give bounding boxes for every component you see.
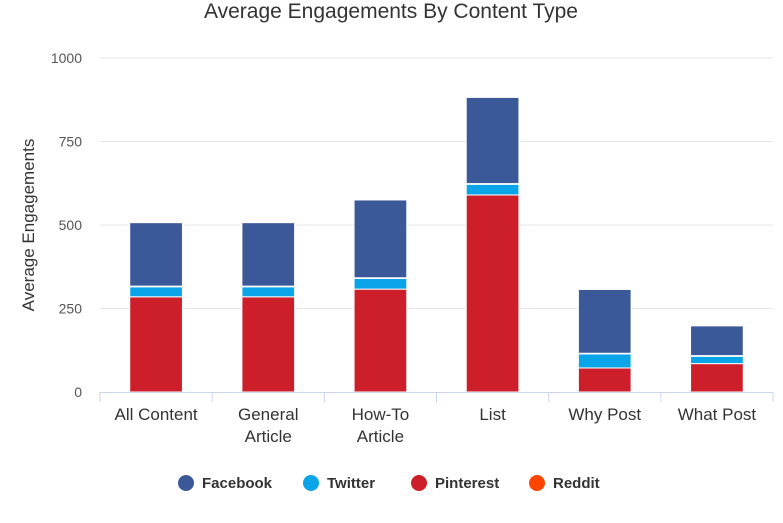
legend-item-twitter[interactable]: Twitter bbox=[303, 475, 375, 492]
bar-segment-facebook bbox=[465, 96, 520, 185]
bar-segment-twitter bbox=[465, 183, 520, 196]
x-tick-label-line: General bbox=[238, 405, 298, 424]
bar-segment-facebook bbox=[129, 222, 183, 287]
bar-segment-facebook bbox=[577, 288, 632, 354]
bar-segment-pinterest bbox=[241, 296, 296, 393]
bar-segment-twitter bbox=[577, 353, 632, 369]
legend-item-pinterest[interactable]: Pinterest bbox=[411, 475, 499, 492]
y-axis-label: Average Engagements bbox=[19, 139, 38, 312]
x-tick-label-line: Article bbox=[245, 427, 292, 446]
bars bbox=[129, 96, 744, 393]
x-tick-label-line: Article bbox=[357, 427, 404, 446]
legend-item-reddit[interactable]: Reddit bbox=[529, 475, 600, 492]
x-tick-label: What Post bbox=[678, 405, 757, 424]
x-tick-label: How-To Article bbox=[352, 405, 410, 446]
legend-marker bbox=[411, 475, 427, 491]
x-axis-ticks: All Content General Article How-To Article Li… bbox=[99, 392, 774, 446]
x-tick-label: List bbox=[479, 405, 506, 424]
bar-segment-facebook bbox=[353, 199, 408, 279]
bar-segment-pinterest bbox=[690, 363, 744, 393]
legend-label: Twitter bbox=[327, 475, 375, 492]
y-tick-label: 250 bbox=[59, 301, 83, 317]
x-tick-label: Why Post bbox=[568, 405, 641, 424]
bar-segment-pinterest bbox=[353, 288, 408, 393]
legend-label: Facebook bbox=[202, 475, 273, 492]
x-tick-label: All Content bbox=[114, 405, 197, 424]
x-tick-label-line: All Content bbox=[114, 405, 197, 424]
bar-segment-facebook bbox=[241, 222, 296, 287]
x-tick-label: General Article bbox=[238, 405, 298, 446]
bar-segment-pinterest bbox=[577, 367, 632, 393]
x-tick-label-line: List bbox=[479, 405, 506, 424]
bar-segment-pinterest bbox=[465, 194, 520, 393]
bar-segment-twitter bbox=[353, 277, 408, 290]
chart-title: Average Engagements By Content Type bbox=[204, 0, 578, 23]
x-tick-label-line: Why Post bbox=[568, 405, 641, 424]
y-tick-label: 500 bbox=[59, 217, 83, 233]
x-tick-label-line: What Post bbox=[678, 405, 757, 424]
bar-segment-twitter bbox=[129, 286, 183, 298]
legend-label: Pinterest bbox=[435, 475, 499, 492]
y-tick-label: 1000 bbox=[51, 50, 82, 66]
legend-marker bbox=[178, 475, 194, 491]
y-axis-ticks: 0 250 500 750 1000 bbox=[51, 50, 82, 400]
bar-segment-twitter bbox=[241, 286, 296, 298]
y-tick-label: 0 bbox=[74, 384, 82, 400]
y-tick-label: 750 bbox=[59, 134, 83, 150]
legend-marker bbox=[303, 475, 319, 491]
legend-label: Reddit bbox=[553, 475, 600, 492]
bar-segment-facebook bbox=[690, 325, 744, 357]
legend-item-facebook[interactable]: Facebook bbox=[178, 475, 273, 492]
gridlines bbox=[100, 57, 773, 309]
legend-marker bbox=[529, 475, 545, 491]
x-tick-label-line: How-To bbox=[352, 405, 410, 424]
bar-segment-pinterest bbox=[129, 296, 183, 393]
bar-segment-twitter bbox=[690, 355, 744, 365]
legend: Facebook Twitter Pinterest Reddit bbox=[178, 475, 600, 492]
